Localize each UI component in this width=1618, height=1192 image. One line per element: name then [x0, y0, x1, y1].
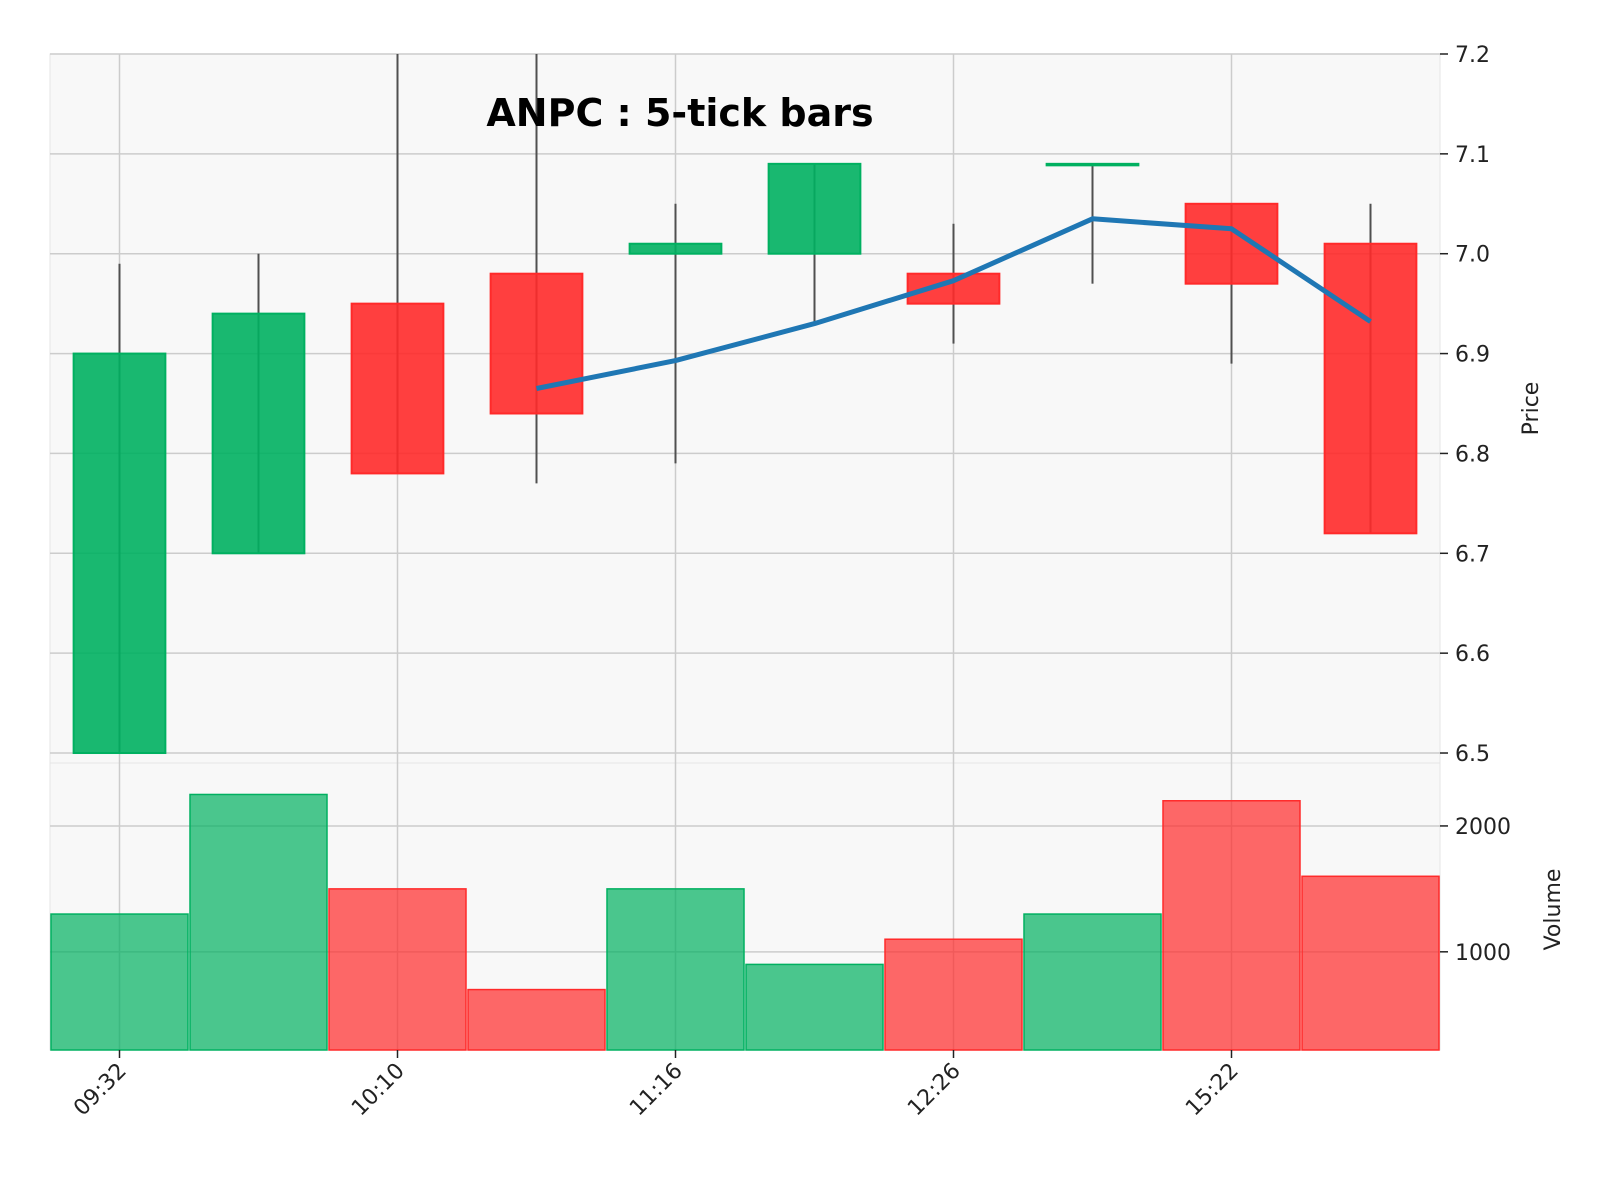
candle-body-down: [350, 302, 445, 475]
volume-bar: [884, 938, 1023, 1051]
volume-bar: [1301, 875, 1440, 1051]
time-tick-label: 10:10: [347, 1059, 410, 1122]
price-tick-label: 7.0: [1455, 243, 1490, 268]
volume-bar: [328, 888, 467, 1051]
moving-average: [536, 216, 1372, 391]
chart-title: ANPC : 5-tick bars: [486, 91, 873, 135]
volume-bar: [189, 793, 328, 1051]
volume-tick-label: 2000: [1455, 815, 1511, 840]
time-tick-label: 12:26: [903, 1059, 966, 1122]
volume-bar: [1023, 913, 1162, 1051]
volume-bar: [745, 963, 884, 1051]
moving-average-line: [536, 216, 1372, 391]
time-tick-label: 11:16: [625, 1059, 688, 1122]
price-tick-label: 6.5: [1455, 742, 1490, 767]
price-axis-title: Price: [1519, 382, 1544, 436]
volume-bar: [1162, 800, 1301, 1051]
price-tick-label: 6.6: [1455, 642, 1490, 667]
time-tick-label: 09:32: [69, 1059, 132, 1122]
volume-axis-title: Volume: [1541, 869, 1566, 951]
candle-body-down: [1184, 202, 1279, 285]
price-tick-label: 7.2: [1455, 43, 1490, 68]
volume-bar: [50, 913, 189, 1051]
candle-body-up: [72, 352, 167, 755]
volume-tick-label: 1000: [1455, 941, 1511, 966]
candle-body-down: [489, 272, 584, 415]
volume-bar: [606, 888, 745, 1051]
volume-bars: [50, 793, 1440, 1051]
price-tick-label: 7.1: [1455, 143, 1490, 168]
candle-body-up: [767, 162, 862, 255]
price-candles: [72, 54, 1418, 755]
candle-body-down: [1323, 242, 1418, 535]
price-tick-label: 6.8: [1455, 442, 1490, 467]
price-tick-label: 6.9: [1455, 343, 1490, 368]
candle-body-up: [1045, 162, 1140, 167]
time-tick-label: 15:22: [1181, 1059, 1244, 1122]
candle-body-up: [628, 242, 723, 255]
candle-body-up: [211, 312, 306, 555]
price-tick-label: 6.7: [1455, 542, 1490, 567]
volume-bar: [467, 988, 606, 1051]
